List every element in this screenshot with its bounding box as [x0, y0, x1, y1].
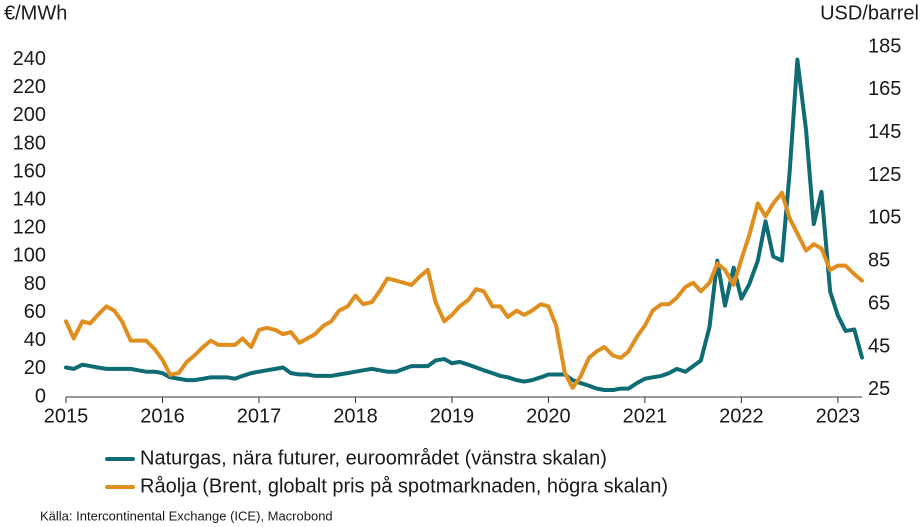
x-tick-label: 2022 — [719, 405, 764, 427]
y2-tick-label: 45 — [868, 335, 890, 357]
y2-axis-label: USD/barrel — [820, 2, 919, 24]
x-tick-label: 2021 — [623, 405, 668, 427]
x-tick-label: 2016 — [140, 405, 185, 427]
y-tick-label: 80 — [24, 273, 46, 295]
y-tick-label: 40 — [24, 329, 46, 351]
legend-label: Naturgas, nära futurer, euroområdet (vän… — [140, 447, 607, 469]
y-tick-label: 180 — [13, 132, 46, 154]
x-tick-label: 2015 — [44, 405, 89, 427]
y2-tick-label: 165 — [868, 78, 901, 100]
y2-tick-label: 125 — [868, 164, 901, 186]
y-tick-label: 120 — [13, 217, 46, 239]
legend-label: Råolja (Brent, globalt pris på spotmarkn… — [140, 475, 668, 497]
y-tick-label: 220 — [13, 76, 46, 98]
source: Källa: Intercontinental Exchange (ICE), … — [40, 508, 333, 523]
y-tick-label: 200 — [13, 104, 46, 126]
y-tick-label: 160 — [13, 160, 46, 182]
y-tick-label: 240 — [13, 48, 46, 70]
y-axis-label: €/MWh — [4, 2, 67, 24]
x-tick-label: 2017 — [237, 405, 282, 427]
y-tick-label: 20 — [24, 357, 46, 379]
y-tick-label: 0 — [35, 385, 46, 407]
y-tick-label: 100 — [13, 245, 46, 267]
series-line — [64, 57, 864, 392]
y2-tick-label: 25 — [868, 378, 890, 400]
y2-tick-label: 145 — [868, 121, 901, 143]
y2-tick-label: 85 — [868, 250, 890, 272]
series-line — [64, 190, 864, 390]
y2-tick-label: 185 — [868, 35, 901, 57]
x-tick-label: 2020 — [526, 405, 571, 427]
y2-tick-label: 65 — [868, 292, 890, 314]
x-tick-label: 2019 — [430, 405, 475, 427]
y-tick-label: 60 — [24, 301, 46, 323]
x-tick-label: 2018 — [333, 405, 378, 427]
y-tick-label: 140 — [13, 188, 46, 210]
x-tick-label: 2023 — [816, 405, 861, 427]
y2-tick-label: 105 — [868, 207, 901, 229]
